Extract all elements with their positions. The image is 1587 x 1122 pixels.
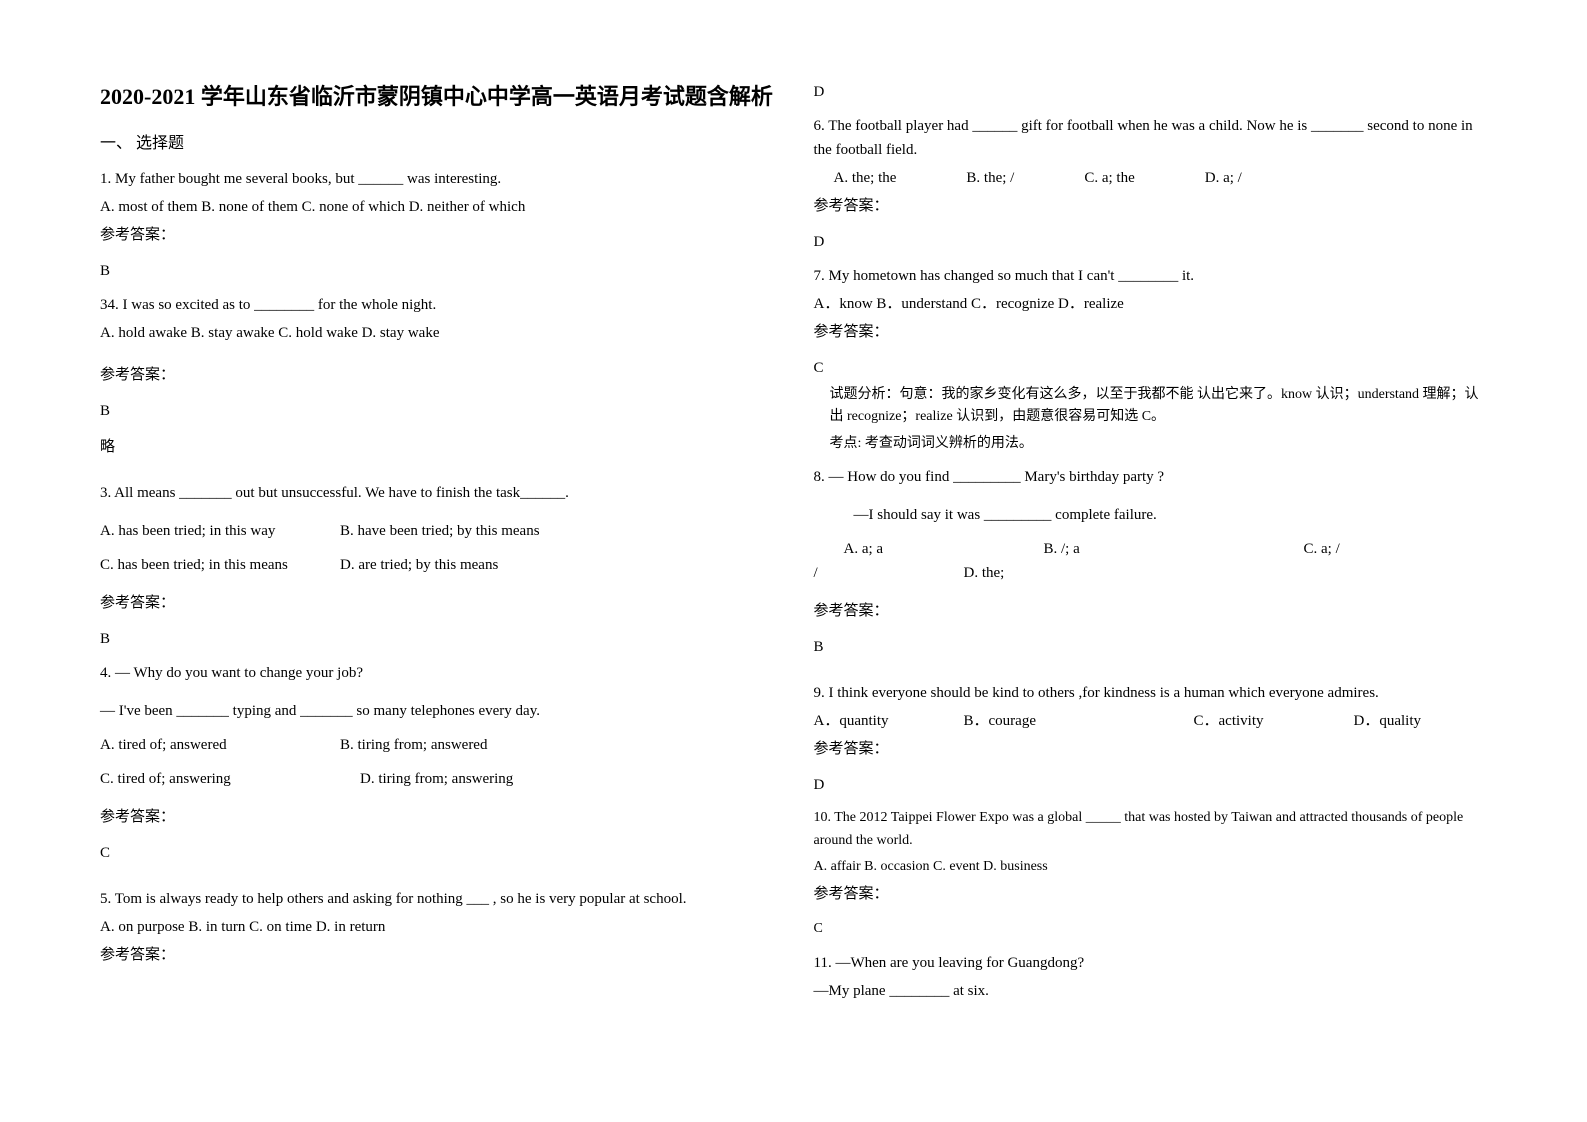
q5-stem: 5. Tom is always ready to help others an… [100,887,774,911]
q9-stem: 9. I think everyone should be kind to ot… [814,681,1488,705]
q7-options: A．know B．understand C．recognize D．realiz… [814,292,1488,316]
q9-optA: A．quantity [814,709,964,733]
q7-note1: 试题分析：句意：我的家乡变化有这么多，以至于我都不能 认出它来了。know 认识… [830,384,1488,429]
q2-extra: 略 [100,435,774,459]
q4-answer-label: 参考答案： [100,805,774,829]
q3-optA: A. has been tried; in this way [100,519,340,543]
q3-options-row2: C. has been tried; in this means D. are … [100,553,774,577]
q4-optA: A. tired of; answered [100,733,340,757]
q8-optD: D. the; [964,561,1005,585]
q3-optD: D. are tried; by this means [340,553,498,577]
q8-stem1: 8. — How do you find _________ Mary's bi… [814,465,1488,489]
q9-optC: C．activity [1194,709,1354,733]
q10-stem: 10. The 2012 Taippei Flower Expo was a g… [814,807,1488,852]
q7-stem: 7. My hometown has changed so much that … [814,264,1488,288]
q1-answer-label: 参考答案： [100,223,774,247]
doc-title: 2020-2021 学年山东省临沂市蒙阴镇中心中学高一英语月考试题含解析 [100,80,774,113]
q3-optC: C. has been tried; in this means [100,553,340,577]
q5-answer-label: 参考答案： [100,943,774,967]
q1-answer: B [100,259,774,283]
q6-answer: D [814,230,1488,254]
q4-options-row2: C. tired of; answering D. tiring from; a… [100,767,774,791]
q2-options: A. hold awake B. stay awake C. hold wake… [100,321,774,345]
q4-answer: C [100,841,774,865]
q10-answer-label: 参考答案： [814,882,1488,906]
q4-optD: D. tiring from; answering [360,767,513,791]
q6-options: A. the; the B. the; / C. a; the D. a; / [814,166,1488,190]
q9-answer: D [814,773,1488,797]
q6-stem: 6. The football player had ______ gift f… [814,114,1488,162]
q10-options: A. affair B. occasion C. event D. busine… [814,856,1488,878]
q5-options: A. on purpose B. in turn C. on time D. i… [100,915,774,939]
q6-optC: C. a; the [1084,166,1134,190]
q8-options-row2: / D. the; [814,561,1488,585]
q7-note2: 考点: 考查动词词义辨析的用法。 [830,433,1488,455]
q9-optB: B．courage [964,709,1194,733]
q8-answer-label: 参考答案： [814,599,1488,623]
q9-answer-label: 参考答案： [814,737,1488,761]
q4-optC: C. tired of; answering [100,767,360,791]
q8-optB: B. /; a [1044,537,1304,561]
q2-answer: B [100,399,774,423]
q8-optC: C. a; / [1304,537,1340,561]
q2-answer-label: 参考答案： [100,363,774,387]
q8-answer: B [814,635,1488,659]
q4-options-row1: A. tired of; answered B. tiring from; an… [100,733,774,757]
q6-optB: B. the; / [966,166,1014,190]
q7-answer-label: 参考答案： [814,320,1488,344]
q6-answer-label: 参考答案： [814,194,1488,218]
q11-stem2: —My plane ________ at six. [814,979,1488,1003]
q8-spacer [814,537,844,561]
q4-optB: B. tiring from; answered [340,733,487,757]
q7-answer: C [814,356,1488,380]
right-column: D 6. The football player had ______ gift… [814,80,1488,1082]
q3-answer: B [100,627,774,651]
q6-optA: A. the; the [834,166,897,190]
q8-options-row: A. a; a B. /; a C. a; / [814,537,1488,561]
left-column: 2020-2021 学年山东省临沂市蒙阴镇中心中学高一英语月考试题含解析 一、 … [100,80,774,1082]
q3-options-row1: A. has been tried; in this way B. have b… [100,519,774,543]
q8-optA: A. a; a [844,537,1044,561]
q5-answer: D [814,80,1488,104]
q1-stem: 1. My father bought me several books, bu… [100,167,774,191]
q9-options: A．quantity B．courage C．activity D．qualit… [814,709,1488,733]
q11-stem1: 11. —When are you leaving for Guangdong? [814,951,1488,975]
q3-optB: B. have been tried; by this means [340,519,540,543]
q8-slash: / [814,561,964,585]
q3-answer-label: 参考答案： [100,591,774,615]
q6-optD: D. a; / [1205,166,1242,190]
q3-stem: 3. All means _______ out but unsuccessfu… [100,481,774,505]
q2-stem: 34. I was so excited as to ________ for … [100,293,774,317]
q9-optD: D．quality [1354,709,1422,733]
q1-options: A. most of them B. none of them C. none … [100,195,774,219]
section-heading: 一、 选择题 [100,131,774,157]
q4-stem1: 4. — Why do you want to change your job? [100,661,774,685]
q4-stem2: — I've been _______ typing and _______ s… [100,699,774,723]
q10-answer: C [814,918,1488,940]
q8-stem2: —I should say it was _________ complete … [814,503,1488,527]
